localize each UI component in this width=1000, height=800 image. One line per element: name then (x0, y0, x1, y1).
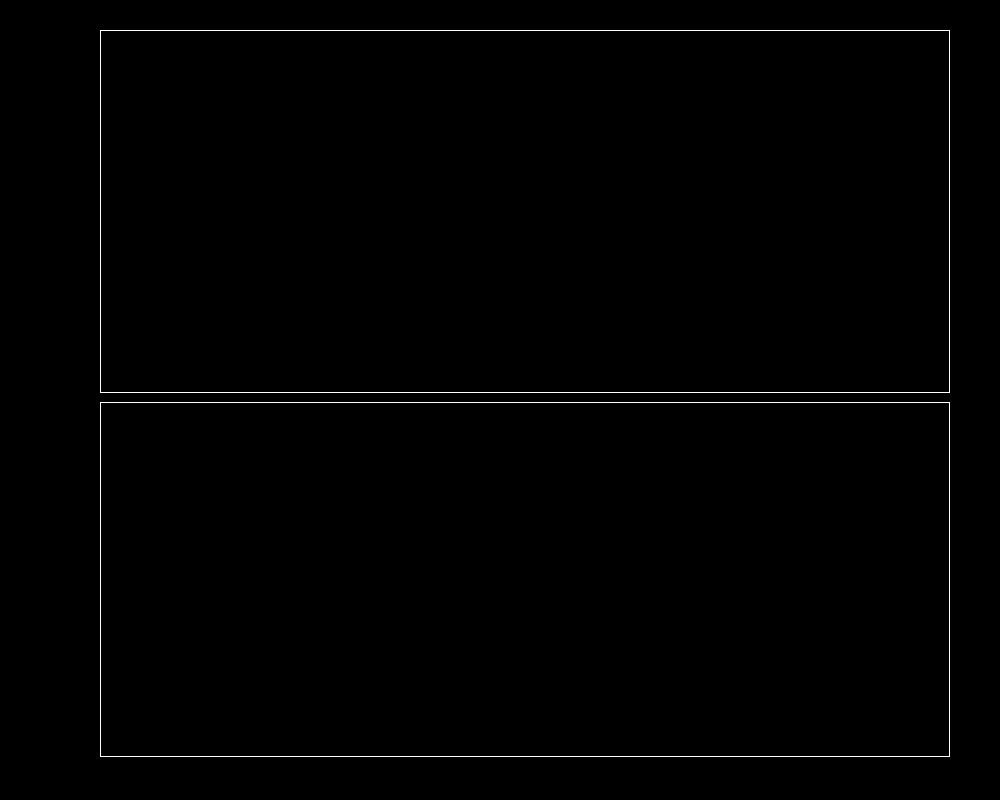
ratio-panel (100, 402, 950, 757)
ratio-plot-area (101, 403, 949, 756)
spectrum-panel (100, 30, 950, 393)
spectrum-plot-area (101, 31, 949, 392)
